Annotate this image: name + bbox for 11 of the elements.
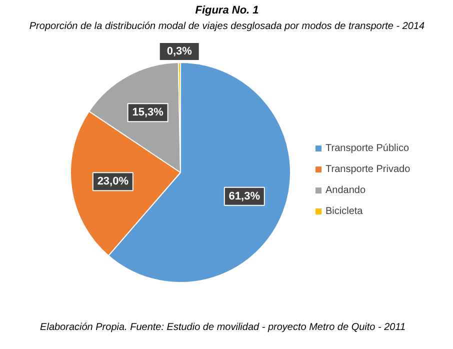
legend-label: Bicicleta bbox=[326, 206, 364, 217]
data-label: 61,3% bbox=[228, 190, 260, 202]
legend-label: Andando bbox=[326, 185, 366, 196]
data-label: 23,0% bbox=[97, 176, 129, 188]
legend-label: Transporte Público bbox=[326, 143, 410, 154]
data-label: 0,3% bbox=[166, 46, 192, 58]
chart-title: Figura No. 1 bbox=[195, 4, 259, 16]
data-label: 15,3% bbox=[132, 106, 164, 119]
chart-subtitle: Proporción de la distribución modal de viajes desglosada por modos de transporte - 2014 bbox=[29, 21, 426, 32]
legend-label: Transporte Privado bbox=[326, 164, 411, 175]
text: Elaboración Propia. Fuente: Estudio de movilidad - proyecto Metro de Quito - 2011 bbox=[40, 322, 406, 333]
